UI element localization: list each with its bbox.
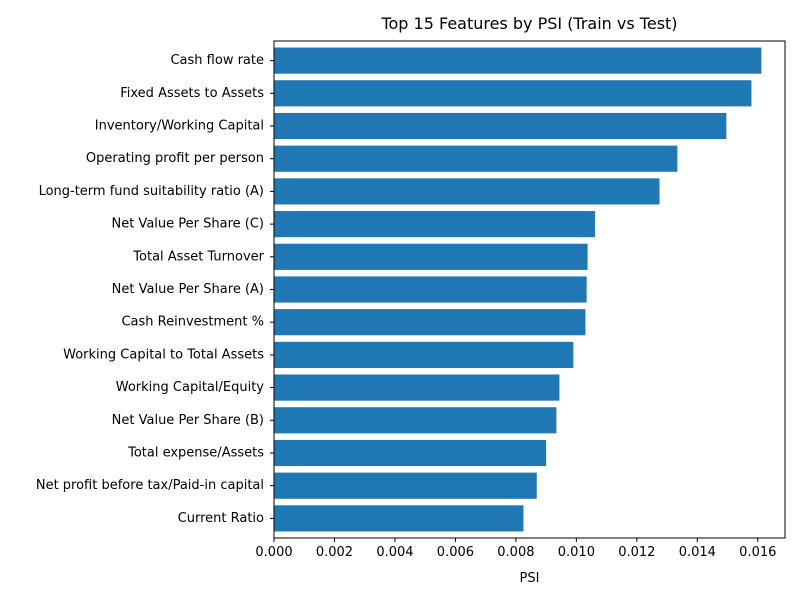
bar [274, 145, 678, 172]
x-tick-label: 0.000 [255, 545, 292, 560]
x-axis-label: PSI [520, 571, 540, 586]
x-tick-label: 0.016 [739, 545, 776, 560]
y-tick-label: Total expense/Assets [127, 445, 264, 460]
x-tick-label: 0.010 [558, 545, 595, 560]
y-tick-label: Net Value Per Share (B) [112, 413, 264, 428]
y-tick-label: Cash flow rate [170, 53, 264, 68]
y-tick-label: Working Capital/Equity [116, 380, 265, 395]
bar [274, 309, 586, 336]
bar [274, 374, 560, 401]
y-tick-label: Net Value Per Share (C) [111, 217, 264, 232]
bar [274, 47, 762, 74]
y-tick-label: Cash Reinvestment % [121, 315, 264, 330]
bar [274, 243, 588, 270]
bar [274, 472, 537, 499]
x-tick-label: 0.008 [497, 545, 534, 560]
y-tick-label: Current Ratio [178, 511, 264, 526]
y-tick-label: Fixed Assets to Assets [120, 86, 264, 101]
bar [274, 80, 752, 107]
bar [274, 407, 557, 434]
bar [274, 112, 727, 140]
chart-title: Top 15 Features by PSI (Train vs Test) [380, 14, 677, 33]
x-tick-label: 0.012 [618, 545, 655, 560]
x-tick-label: 0.014 [679, 545, 716, 560]
x-tick-label: 0.004 [376, 545, 413, 560]
bar [274, 341, 574, 368]
bars-layer [274, 47, 762, 532]
y-tick-label: Net profit before tax/Paid-in capital [36, 478, 264, 493]
x-tick-label: 0.002 [316, 545, 353, 560]
y-tick-label: Operating profit per person [86, 151, 264, 166]
y-tick-label: Long-term fund suitability ratio (A) [39, 184, 264, 199]
bar [274, 505, 524, 532]
bar [274, 439, 547, 467]
y-axis: Cash flow rate Fixed Assets to Assets Inve… [36, 53, 274, 526]
bar [274, 178, 660, 205]
y-tick-label: Working Capital to Total Assets [63, 347, 264, 362]
plot-frame [273, 40, 786, 539]
x-axis: 0.000 0.002 0.004 0.006 0.008 0.010 0.012 0.014… [255, 538, 776, 560]
bar [274, 276, 587, 303]
y-tick-label: Inventory/Working Capital [95, 119, 264, 134]
bar [274, 211, 596, 238]
x-tick-label: 0.006 [437, 545, 474, 560]
y-tick-label: Net Value Per Share (A) [112, 282, 264, 297]
y-tick-label: Total Asset Turnover [132, 249, 264, 264]
